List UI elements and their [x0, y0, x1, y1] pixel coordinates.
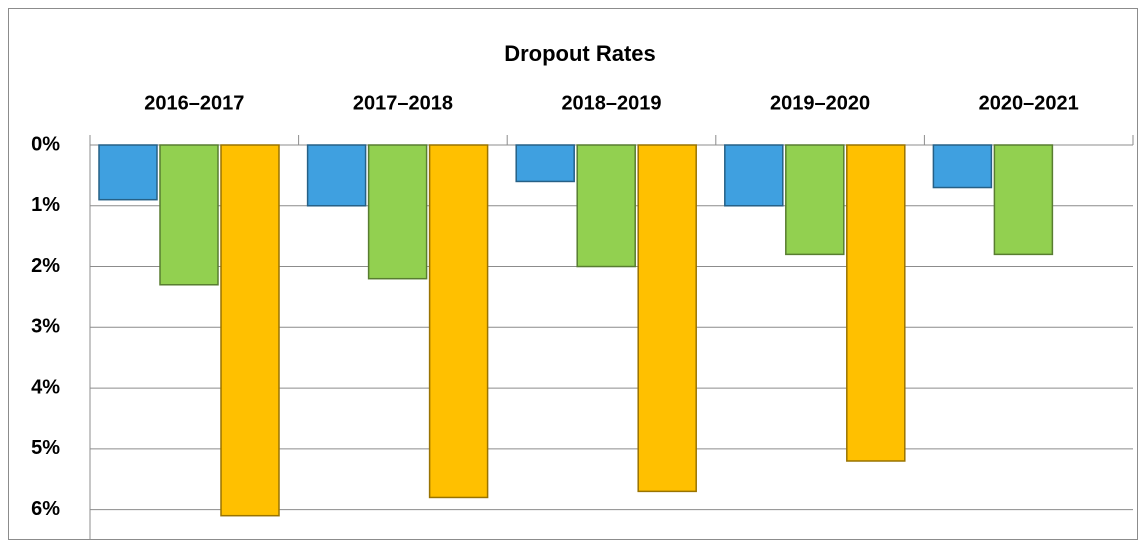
bar	[932, 144, 993, 189]
bar	[785, 144, 845, 256]
bar	[993, 144, 1054, 256]
bar	[515, 144, 575, 183]
bar	[637, 144, 697, 493]
y-tick-label: 0%	[31, 133, 60, 155]
bar	[428, 144, 489, 499]
x-tick-label: 2017–2018	[353, 92, 453, 114]
x-tick-label: 2016–2017	[144, 92, 244, 114]
bar	[367, 144, 428, 280]
y-tick-label: 5%	[31, 437, 60, 459]
bar	[724, 144, 784, 207]
bar	[306, 144, 367, 207]
y-tick-label: 6%	[31, 498, 60, 520]
y-tick-label: 2%	[31, 255, 60, 277]
bar	[159, 144, 219, 286]
y-tick-label: 3%	[31, 316, 60, 338]
bar	[98, 144, 158, 201]
chart-title: Dropout Rates	[504, 41, 656, 66]
y-tick-label: 1%	[31, 194, 60, 216]
y-tick-label: 4%	[31, 376, 60, 398]
x-tick-label: 2020–2021	[979, 92, 1079, 114]
x-tick-label: 2019–2020	[770, 92, 870, 114]
bar	[846, 144, 906, 462]
x-tick-label: 2018–2019	[561, 92, 661, 114]
bar	[220, 144, 280, 517]
bar	[576, 144, 636, 268]
